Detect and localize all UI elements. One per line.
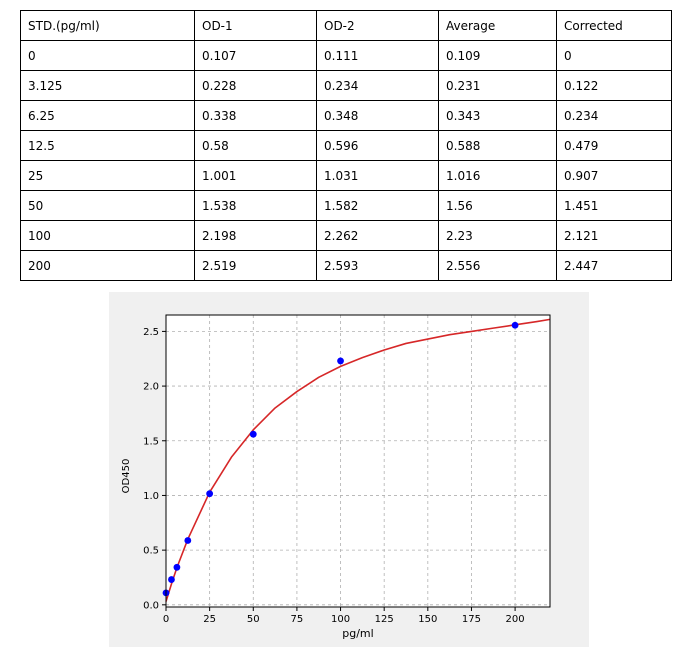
cell-corrected: 0 [556,40,672,71]
cell-average: 1.016 [438,160,557,191]
cell-od1: 1.001 [194,160,317,191]
cell-od1: 2.519 [194,250,317,281]
y-tick-label: 0.0 [143,600,159,611]
cell-average: 0.109 [438,40,557,71]
header-od1: OD-1 [194,10,317,41]
x-tick-label: 0 [163,614,169,625]
y-axis-label: OD450 [121,459,132,494]
cell-corrected: 0.234 [556,100,672,131]
cell-od2: 1.582 [316,190,439,221]
cell-average: 2.556 [438,250,557,281]
cell-od1: 2.198 [194,220,317,251]
standard-curve-chart: 0 25 50 75 100 125 150 175 200 0.0 0.5 1.0 1.5 2.0 2.5… [121,314,551,640]
table-row: 200 2.519 2.593 2.556 2.447 [20,250,672,281]
cell-od2: 0.596 [316,130,439,161]
cell-std: 3.125 [20,70,195,101]
x-tick-label: 175 [462,614,481,625]
data-point [173,563,181,571]
cell-average: 2.23 [438,220,557,251]
cell-std: 25 [20,160,195,191]
x-axis-label: pg/ml [342,627,373,640]
cell-average: 1.56 [438,190,557,221]
cell-od2: 2.262 [316,220,439,251]
plot-frame [165,314,551,608]
table-header-row: STD.(pg/ml) OD-1 OD-2 Average Corrected [20,10,672,41]
data-point [249,430,257,438]
cell-od1: 1.538 [194,190,317,221]
table-row: 50 1.538 1.582 1.56 1.451 [20,190,672,221]
cell-average: 0.343 [438,100,557,131]
data-point [184,537,192,544]
header-corrected: Corrected [556,10,672,41]
cell-std: 12.5 [20,130,195,161]
cell-corrected: 2.121 [556,220,672,251]
data-point [511,321,519,329]
y-tick-label: 2.5 [143,327,159,338]
table-row: 6.25 0.338 0.348 0.343 0.234 [20,100,672,131]
cell-od2: 0.348 [316,100,439,131]
table-row: 25 1.001 1.031 1.016 0.907 [20,160,672,191]
cell-std: 0 [20,40,195,71]
cell-od2: 2.593 [316,250,439,281]
header-std: STD.(pg/ml) [20,10,195,41]
cell-od1: 0.58 [194,130,317,161]
x-tick-label: 125 [375,614,394,625]
y-tick-label: 1.5 [143,436,159,447]
cell-corrected: 0.907 [556,160,672,191]
cell-std: 200 [20,250,195,281]
x-tick-label: 75 [291,614,304,625]
data-point [206,490,214,498]
y-tick-label: 1.0 [143,491,159,502]
header-average: Average [438,10,557,41]
x-tick-label: 150 [418,614,437,625]
cell-od1: 0.107 [194,40,317,71]
cell-od1: 0.338 [194,100,317,131]
cell-corrected: 0.479 [556,130,672,161]
cell-average: 0.588 [438,130,557,161]
data-point [337,357,344,365]
cell-std: 50 [20,190,195,221]
y-tick-label: 2.0 [143,382,159,393]
header-od2: OD-2 [316,10,439,41]
cell-od2: 0.234 [316,70,439,101]
cell-std: 100 [20,220,195,251]
cell-od2: 0.111 [316,40,439,71]
cell-average: 0.231 [438,70,557,101]
cell-corrected: 0.122 [556,70,672,101]
x-tick-label: 100 [331,614,350,625]
fitted-curve [165,318,551,602]
data-point [168,576,175,583]
standard-curve-table: STD.(pg/ml) OD-1 OD-2 Average Corrected … [20,10,672,281]
x-tick-label: 50 [247,614,260,625]
cell-od2: 1.031 [316,160,439,191]
y-tick-label: 0.5 [143,546,159,557]
cell-corrected: 2.447 [556,250,672,281]
cell-corrected: 1.451 [556,190,672,221]
table-row: 100 2.198 2.262 2.23 2.121 [20,220,672,251]
x-tick-label: 200 [506,614,525,625]
chart-area: 0 25 50 75 100 125 150 175 200 0.0 0.5 1.0 1.5 2.0 2.5… [109,292,589,647]
table-row: 3.125 0.228 0.234 0.231 0.122 [20,70,672,101]
table-row: 0 0.107 0.111 0.109 0 [20,40,672,71]
table-row: 12.5 0.58 0.596 0.588 0.479 [20,130,672,161]
cell-std: 6.25 [20,100,195,131]
x-tick-label: 25 [203,614,216,625]
cell-od1: 0.228 [194,70,317,101]
